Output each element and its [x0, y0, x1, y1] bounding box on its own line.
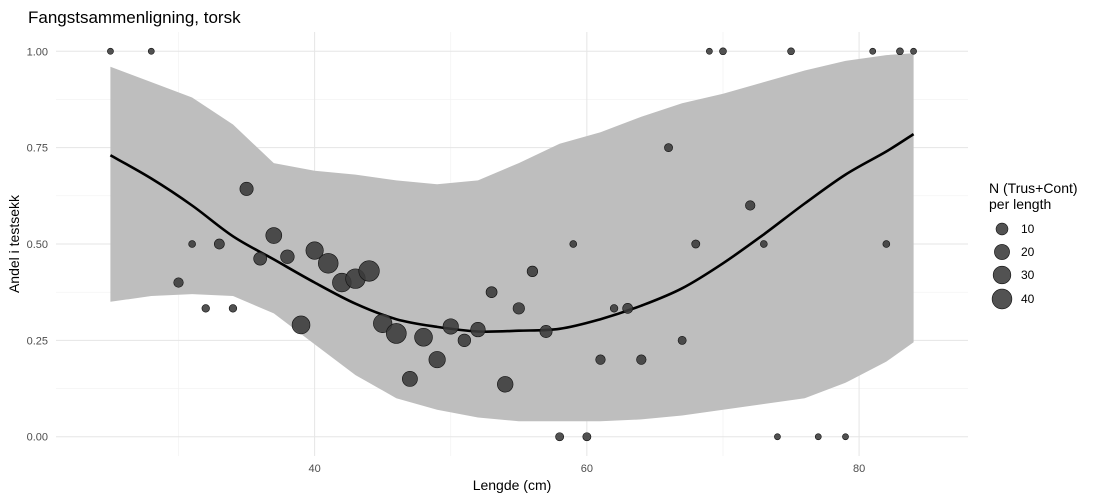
data-point — [457, 333, 471, 347]
size-legend: N (Trus+Cont) per length 10 20 30 40 — [989, 180, 1078, 310]
smooth-line — [109, 133, 915, 333]
data-point — [526, 265, 539, 277]
legend-label: 10 — [1021, 222, 1035, 236]
data-point — [569, 240, 578, 248]
data-point — [188, 240, 196, 248]
x-tick-label: 60 — [581, 463, 593, 475]
data-point — [555, 432, 565, 442]
data-point — [691, 239, 701, 249]
data-point — [228, 304, 238, 313]
legend-label: 20 — [1021, 245, 1035, 259]
data-point — [622, 303, 634, 314]
data-point — [869, 47, 877, 55]
data-point — [265, 227, 283, 244]
data-point — [470, 321, 486, 338]
x-tick-label: 80 — [853, 463, 865, 475]
y-axis-title: Andel i testsekk — [6, 194, 22, 293]
y-tick-label: 0.00 — [27, 432, 48, 444]
legend-key-circle — [994, 244, 1010, 260]
data-point — [706, 47, 713, 55]
data-point — [677, 335, 687, 345]
data-point — [609, 304, 619, 313]
data-point — [147, 47, 155, 55]
data-point — [745, 200, 756, 211]
y-tick-labels: 0.00 0.25 0.50 0.75 1.00 — [27, 46, 48, 443]
y-tick-label: 0.50 — [27, 239, 48, 251]
data-point — [442, 318, 459, 335]
data-point — [760, 240, 768, 248]
x-tick-label: 40 — [309, 463, 321, 475]
data-point — [497, 376, 514, 393]
data-point — [787, 47, 795, 56]
data-point — [414, 328, 433, 347]
legend-key-circle — [992, 265, 1012, 285]
data-point — [664, 143, 673, 153]
data-point — [582, 432, 592, 442]
data-point — [910, 47, 917, 55]
legend-title-line2: per length — [989, 196, 1051, 212]
x-tick-labels: 40 60 80 — [309, 463, 866, 475]
legend-title-line1: N (Trus+Cont) — [989, 180, 1078, 196]
data-points — [107, 47, 917, 442]
data-point — [358, 260, 380, 282]
data-point — [213, 238, 225, 250]
legend-label: 30 — [1021, 268, 1035, 282]
y-tick-label: 0.25 — [27, 335, 48, 347]
chart-title: Fangstsammenligning, torsk — [28, 8, 241, 27]
data-point — [882, 240, 891, 248]
legend-key-circle — [995, 222, 1009, 236]
data-point — [485, 286, 498, 299]
data-point — [385, 323, 407, 344]
y-tick-label: 0.75 — [27, 143, 48, 155]
data-point — [896, 47, 904, 56]
data-point — [539, 325, 553, 338]
data-point — [814, 433, 822, 441]
data-point — [291, 315, 311, 335]
x-axis-title: Lengde (cm) — [473, 477, 552, 493]
data-point — [428, 351, 446, 369]
data-point — [512, 302, 525, 315]
data-point — [280, 249, 295, 264]
data-point — [201, 304, 210, 313]
data-point — [107, 47, 114, 55]
data-point — [719, 47, 727, 56]
data-point — [774, 433, 781, 441]
data-point — [318, 253, 339, 274]
data-point — [373, 313, 393, 333]
data-point — [636, 354, 647, 365]
data-point — [842, 433, 849, 441]
data-point — [173, 277, 184, 288]
confidence-band — [110, 53, 914, 422]
data-point — [305, 241, 324, 260]
data-point — [595, 354, 606, 365]
legend-key-circle — [991, 288, 1013, 310]
data-point — [253, 251, 267, 266]
legend-label: 40 — [1021, 292, 1035, 306]
data-point — [239, 181, 254, 196]
y-tick-label: 1.00 — [27, 46, 48, 58]
data-point — [402, 371, 418, 387]
